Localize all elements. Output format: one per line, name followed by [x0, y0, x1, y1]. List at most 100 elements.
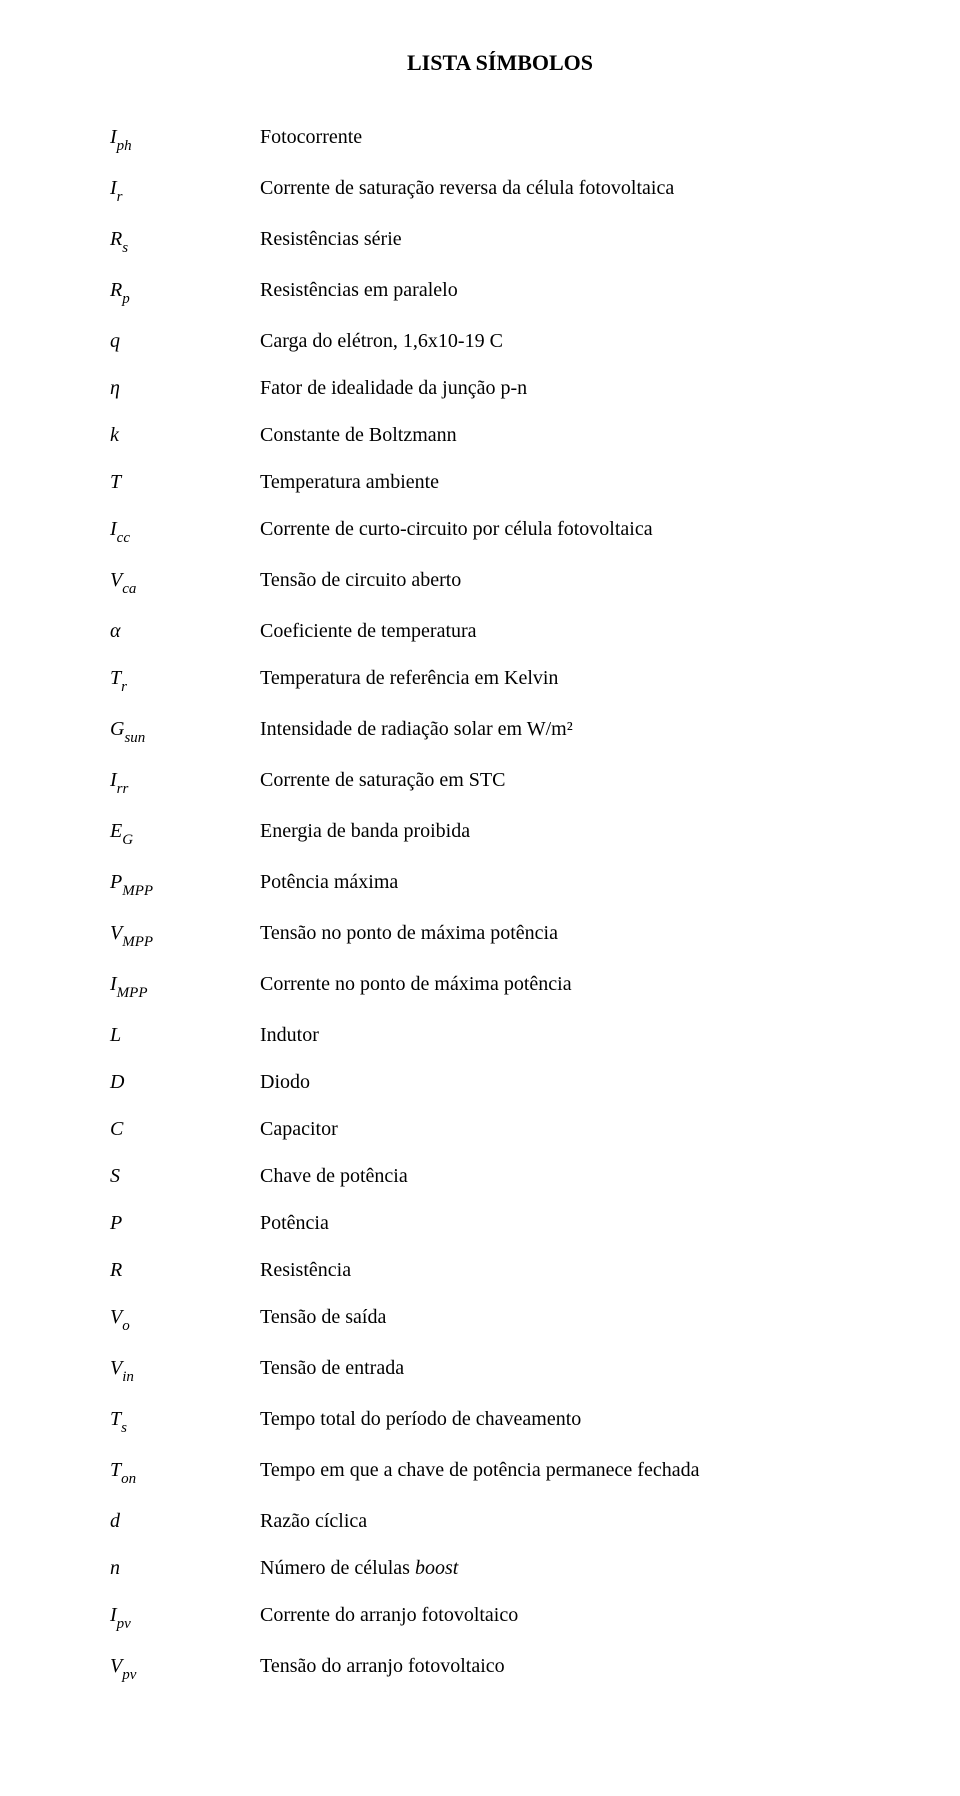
symbol-subscript: in	[122, 1369, 134, 1385]
symbol-description: Tensão no ponto de máxima potência	[260, 922, 890, 945]
symbol-row: TonTempo em que a chave de potência perm…	[110, 1459, 890, 1486]
symbol-base: V	[110, 922, 122, 944]
symbol-row: IMPPCorrente no ponto de máxima potência	[110, 973, 890, 1000]
symbol-description: Temperatura ambiente	[260, 471, 890, 494]
symbol-subscript: G	[122, 832, 133, 848]
symbol-subscript: p	[122, 291, 130, 307]
symbol-row: RResistência	[110, 1259, 890, 1282]
symbol-subscript: MPP	[122, 883, 153, 899]
symbol-base: V	[110, 1357, 122, 1379]
symbol-description: Resistências em paralelo	[260, 279, 890, 302]
symbol-cell: D	[110, 1071, 260, 1094]
symbol-row: T Temperatura ambiente	[110, 471, 890, 494]
symbol-description: Número de células boost	[260, 1557, 890, 1580]
symbol-row: P Potência	[110, 1212, 890, 1235]
symbol-cell: Tr	[110, 667, 260, 694]
symbol-description: Potência	[260, 1212, 890, 1235]
symbol-row: qCarga do elétron, 1,6x10-19 C	[110, 330, 890, 353]
symbol-subscript: s	[121, 1420, 127, 1436]
symbol-description: Diodo	[260, 1071, 890, 1094]
symbol-cell: VMPP	[110, 922, 260, 949]
symbol-cell: q	[110, 330, 260, 353]
symbol-cell: α	[110, 620, 260, 643]
symbol-description: Potência máxima	[260, 871, 890, 894]
symbol-cell: k	[110, 424, 260, 447]
symbol-row: EGEnergia de banda proibida	[110, 820, 890, 847]
symbol-row: VMPPTensão no ponto de máxima potência	[110, 922, 890, 949]
symbol-subscript: on	[121, 1471, 136, 1487]
symbol-row: αCoeficiente de temperatura	[110, 620, 890, 643]
symbol-cell: Ton	[110, 1459, 260, 1486]
symbol-cell: Rp	[110, 279, 260, 306]
symbol-subscript: pv	[117, 1616, 131, 1632]
symbol-subscript: cc	[117, 530, 130, 546]
symbol-cell: n	[110, 1557, 260, 1580]
symbol-row: VoTensão de saída	[110, 1306, 890, 1333]
symbol-cell: Gsun	[110, 718, 260, 745]
symbol-description: Tempo em que a chave de potência permane…	[260, 1459, 890, 1482]
symbol-cell: d	[110, 1510, 260, 1533]
symbol-cell: S	[110, 1165, 260, 1188]
symbol-description: Corrente do arranjo fotovoltaico	[260, 1604, 890, 1627]
symbol-row: dRazão cíclica	[110, 1510, 890, 1533]
symbol-description: Tensão do arranjo fotovoltaico	[260, 1655, 890, 1678]
symbol-base: T	[110, 471, 121, 493]
symbol-list: IphFotocorrenteIrCorrente de saturação r…	[110, 126, 890, 1682]
symbol-row: TsTempo total do período de chaveamento	[110, 1408, 890, 1435]
symbol-row: GsunIntensidade de radiação solar em W/m…	[110, 718, 890, 745]
symbol-base: R	[110, 228, 122, 250]
symbol-subscript: rr	[117, 781, 129, 797]
symbol-base: G	[110, 718, 124, 740]
symbol-description: Corrente no ponto de máxima potência	[260, 973, 890, 996]
page-title: LISTA SÍMBOLOS	[110, 50, 890, 76]
symbol-base: R	[110, 279, 122, 301]
symbol-cell: Rs	[110, 228, 260, 255]
symbol-cell: T	[110, 471, 260, 494]
symbol-description: Carga do elétron, 1,6x10-19 C	[260, 330, 890, 353]
symbol-cell: Irr	[110, 769, 260, 796]
symbol-base: P	[110, 1212, 122, 1234]
symbol-base: T	[110, 1459, 121, 1481]
symbol-base: I	[110, 518, 117, 540]
symbol-subscript: o	[122, 1318, 130, 1334]
symbol-cell: Vca	[110, 569, 260, 596]
symbol-cell: Vpv	[110, 1655, 260, 1682]
symbol-cell: Iph	[110, 126, 260, 153]
symbol-base: k	[110, 424, 119, 446]
symbol-description: Chave de potência	[260, 1165, 890, 1188]
symbol-description: Intensidade de radiação solar em W/m²	[260, 718, 890, 741]
symbol-base: C	[110, 1118, 123, 1140]
symbol-row: RpResistências em paralelo	[110, 279, 890, 306]
symbol-cell: Ipv	[110, 1604, 260, 1631]
symbol-base: I	[110, 769, 117, 791]
symbol-description: Fotocorrente	[260, 126, 890, 149]
symbol-description: Capacitor	[260, 1118, 890, 1141]
symbol-subscript: sun	[124, 730, 145, 746]
symbol-cell: Icc	[110, 518, 260, 545]
symbol-description: Indutor	[260, 1024, 890, 1047]
symbol-base: V	[110, 1306, 122, 1328]
symbol-subscript: ca	[122, 581, 136, 597]
symbol-description: Tensão de entrada	[260, 1357, 890, 1380]
symbol-base: d	[110, 1510, 120, 1532]
symbol-subscript: s	[122, 240, 128, 256]
symbol-row: VpvTensão do arranjo fotovoltaico	[110, 1655, 890, 1682]
symbol-subscript: pv	[122, 1667, 136, 1683]
symbol-description: Corrente de saturação reversa da célula …	[260, 177, 890, 200]
symbol-subscript: MPP	[122, 934, 153, 950]
symbol-description: Tensão de circuito aberto	[260, 569, 890, 592]
symbol-base: α	[110, 620, 121, 642]
symbol-cell: IMPP	[110, 973, 260, 1000]
symbol-row: IrrCorrente de saturação em STC	[110, 769, 890, 796]
symbol-subscript: MPP	[117, 985, 148, 1001]
symbol-cell: Ts	[110, 1408, 260, 1435]
symbol-base: E	[110, 820, 122, 842]
symbol-subscript: ph	[117, 138, 132, 154]
symbol-cell: P	[110, 1212, 260, 1235]
symbol-cell: Vin	[110, 1357, 260, 1384]
symbol-row: C Capacitor	[110, 1118, 890, 1141]
symbol-row: PMPPPotência máxima	[110, 871, 890, 898]
symbol-base: η	[110, 377, 120, 399]
symbol-description: Fator de idealidade da junção p-n	[260, 377, 890, 400]
symbol-row: SChave de potência	[110, 1165, 890, 1188]
